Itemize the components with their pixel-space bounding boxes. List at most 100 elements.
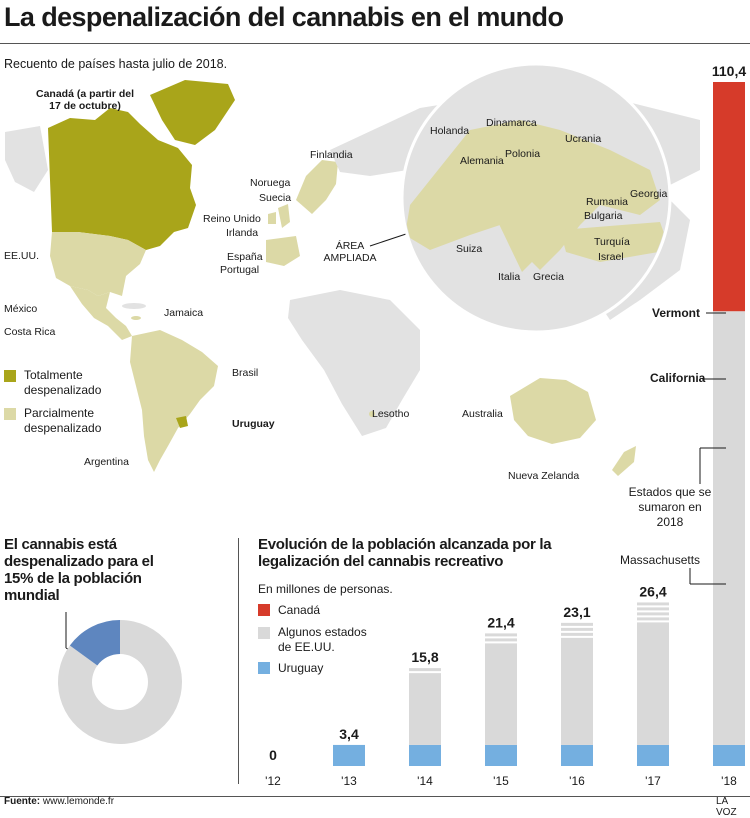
map-subtitle: Recuento de países hasta julio de 2018. xyxy=(4,57,228,71)
label-mexico: México xyxy=(4,303,38,315)
section-divider xyxy=(238,538,239,784)
label-costa-rica: Costa Rica xyxy=(4,326,56,338)
bar-value-label: 0 xyxy=(269,747,277,763)
alaska-shape xyxy=(5,126,48,192)
label-espana: España xyxy=(227,251,263,263)
zoom-italy-shape xyxy=(498,222,532,272)
label-bulgaria: Bulgaria xyxy=(584,210,623,222)
label-lesotho: Lesotho xyxy=(372,408,410,420)
label-rumania: Rumania xyxy=(586,196,629,208)
label-argentina: Argentina xyxy=(84,456,129,468)
bar-segment xyxy=(485,633,517,745)
label-australia: Australia xyxy=(462,408,503,420)
lesotho-shape xyxy=(369,411,375,417)
bar-value-label: 23,1 xyxy=(563,604,590,620)
bar-value-label: 21,4 xyxy=(487,614,514,630)
label-italia: Italia xyxy=(498,271,521,283)
legend-eeuu-label: Algunos estados de EE.UU. xyxy=(278,625,367,654)
bars-note: En millones de personas. xyxy=(258,582,393,596)
label-vermont: Vermont xyxy=(652,306,701,320)
footer-credit: LA VOZ xyxy=(716,796,737,818)
bar-segment xyxy=(561,622,593,745)
footer-source-url[interactable]: www.lemonde.fr xyxy=(42,796,115,807)
zoom-europe-shape xyxy=(405,120,660,270)
world-map xyxy=(5,62,700,476)
label-eeuu: EE.UU. xyxy=(4,250,40,262)
zoom-sea-shape xyxy=(420,260,660,330)
bar-value-label: 3,4 xyxy=(339,726,359,742)
label-dinamarca: Dinamarca xyxy=(486,117,537,129)
label-finlandia: Finlandia xyxy=(310,149,353,161)
x-tick-label: '16 xyxy=(569,774,585,788)
bar-value-label: 15,8 xyxy=(411,649,438,665)
mexico-shape xyxy=(70,286,132,340)
zoom-turkey-shape xyxy=(560,222,668,262)
new-zealand-shape xyxy=(612,446,636,476)
bar-segment xyxy=(637,602,669,745)
bar-segment xyxy=(409,668,441,745)
title-rule xyxy=(0,43,750,44)
label-georgia: Georgia xyxy=(630,188,668,200)
label-massachusetts: Massachusetts xyxy=(620,553,701,567)
footer-rule xyxy=(0,796,750,797)
label-reino-unido: Reino Unido xyxy=(203,213,261,225)
x-tick-label: '15 xyxy=(493,774,509,788)
legend-total-swatch xyxy=(4,370,16,382)
bars-title: Evolución de la población alcanzada por … xyxy=(258,536,552,570)
label-area-ampliada: ÁREA AMPLIADA xyxy=(323,240,377,264)
bar-segment xyxy=(485,744,517,766)
label-israel: Israel xyxy=(598,251,624,263)
footer-source-label: Fuente: xyxy=(4,796,41,807)
bar-segment xyxy=(713,311,745,745)
x-tick-label: '14 xyxy=(417,774,433,788)
page-title: La despenalización del cannabis en el mu… xyxy=(4,2,564,32)
label-alemania: Alemania xyxy=(460,155,504,167)
uruguay-shape xyxy=(176,416,188,428)
bar-value-label: 110,4 xyxy=(712,63,746,79)
uk-shape xyxy=(278,204,290,228)
legend-eeuu-swatch xyxy=(258,627,270,639)
ireland-shape xyxy=(268,212,276,224)
south-america-shape xyxy=(130,330,218,472)
bar-segment xyxy=(409,744,441,766)
label-canada: Canadá (a partir del 17 de octubre) xyxy=(35,88,135,112)
donut-rest-slice xyxy=(58,620,182,744)
label-ucrania: Ucrania xyxy=(565,133,602,145)
bar-segment xyxy=(333,744,365,766)
legend-uruguay-swatch xyxy=(258,662,270,674)
bar-segment xyxy=(713,82,745,312)
australia-shape xyxy=(510,378,596,444)
x-tick-label: '17 xyxy=(645,774,661,788)
label-irlanda: Irlanda xyxy=(226,227,259,239)
x-tick-label: '18 xyxy=(721,774,737,788)
greenland-shape xyxy=(150,80,235,145)
label-holanda: Holanda xyxy=(430,125,470,137)
legend-canada-label: Canadá xyxy=(278,603,321,617)
legend-uruguay-label: Uruguay xyxy=(278,661,324,675)
label-portugal: Portugal xyxy=(220,264,260,276)
bar-value-label: 26,4 xyxy=(639,583,666,599)
legend-total-label: Totalmente despenalizado xyxy=(24,368,102,397)
iberia-shape xyxy=(266,236,300,266)
label-jamaica: Jamaica xyxy=(164,307,204,319)
bar-segment xyxy=(713,744,745,766)
donut-share-slice xyxy=(69,620,120,666)
label-california: California xyxy=(650,371,706,385)
label-suecia: Suecia xyxy=(259,192,292,204)
bar-segment xyxy=(561,744,593,766)
label-grecia: Grecia xyxy=(533,271,564,283)
x-tick-label: '13 xyxy=(341,774,357,788)
x-tick-label: '12 xyxy=(265,774,281,788)
donut-title: El cannabis está despenalizado para el 1… xyxy=(4,536,154,604)
label-turquia: Turquía xyxy=(594,236,630,248)
canada-shape xyxy=(48,108,196,250)
legend-partial-label: Parcialmente despenalizado xyxy=(24,406,102,435)
usa-shape xyxy=(50,232,146,296)
legend-partial-swatch xyxy=(4,408,16,420)
zoom-link-line xyxy=(369,231,413,247)
bar-segment xyxy=(637,744,669,766)
label-polonia: Polonia xyxy=(505,148,541,160)
cuba-shape xyxy=(122,303,146,309)
scandinavia-shape xyxy=(296,160,338,214)
